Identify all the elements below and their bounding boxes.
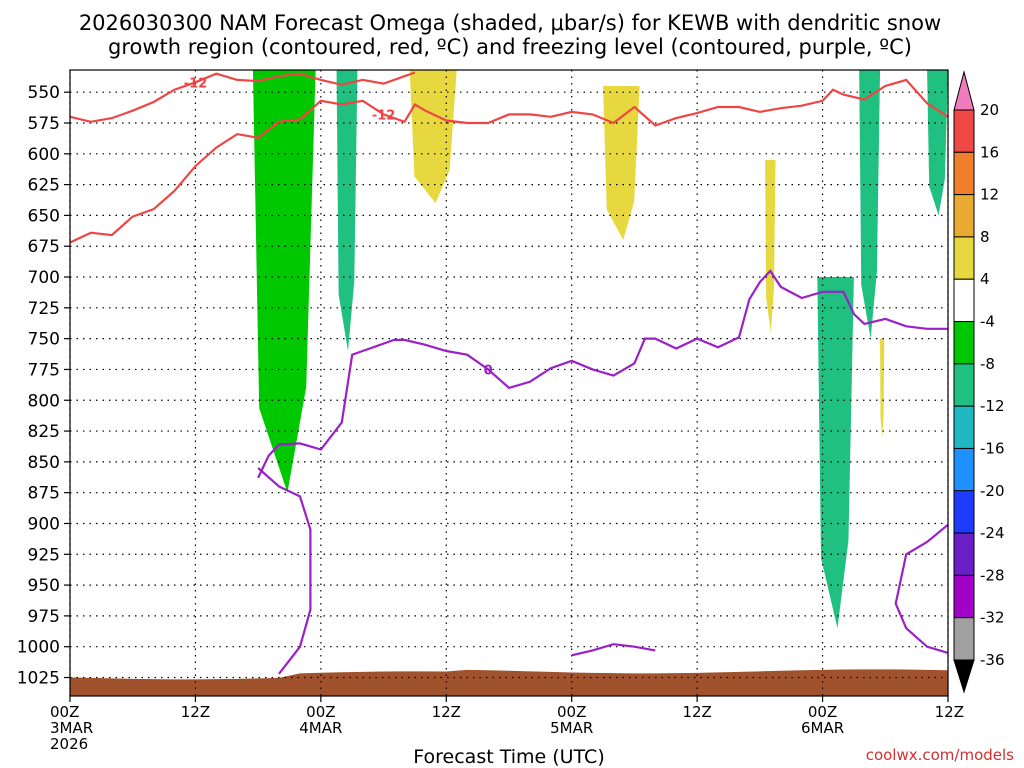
omega-region-ascent-2 [336,70,358,351]
colorbar-swatch [953,447,975,492]
y-axis: 550 575 600 625 650 675 700 725 750 775 800 825 850 8… [17,83,70,689]
colorbar-tick-label: -4 [980,313,995,331]
colorbar-swatch [953,532,975,576]
y-tick-label: 800 [28,391,60,411]
colorbar-swatch [953,194,975,238]
terrain [70,669,948,696]
plot-area: -12 -12 0 [69,69,949,697]
y-tick-label: 675 [28,237,60,257]
x-tick-label: 00Z [50,703,79,721]
y-tick-label: 825 [28,422,60,442]
y-tick-label: 600 [28,145,60,165]
colorbar-swatch [953,151,975,196]
colorbar-tick-label: -16 [980,439,1005,457]
x-tick-label: 12Z [432,703,461,721]
chart-title-line1: 2026030300 NAM Forecast Omega (shaded, μ… [79,11,941,35]
colorbar-tick-label: 12 [980,186,999,204]
x-tick-label: 5MAR [550,719,593,737]
y-tick-label: 550 [28,83,60,103]
x-tick-label: 00Z [557,703,586,721]
y-tick-label: 700 [28,268,60,288]
y-tick-label: 950 [28,576,60,596]
colorbar-swatch [953,574,975,619]
colorbar-tick-label: 20 [980,101,999,119]
y-tick-label: 725 [28,299,60,319]
colorbar-tick-label: -20 [980,482,1005,500]
colorbar-swatch [953,617,975,661]
colorbar-swatch [953,363,975,407]
contour-label-0: -12 [184,76,208,91]
colorbar: 20 16 12 8 4 -4 -8 -12 -16 -20 -24 -28 -32 -36 [953,70,1005,694]
colorbar-tick-label: 8 [980,228,990,246]
terrain-fill [70,669,948,696]
contour-label-1: -12 [372,108,396,123]
chart-title-line2: growth region (contoured, red, ºC) and f… [108,35,912,59]
y-tick-label: 625 [28,176,60,196]
omega-region-descent-4 [880,338,885,438]
omega-region-ascent-3 [817,277,854,629]
contour-line-5 [894,523,949,654]
colorbar-swatch [953,236,975,280]
omega-region-ascent-1 [252,70,316,493]
y-tick-label: 575 [28,114,60,134]
x-axis-label: Forecast Time (UTC) [413,746,604,768]
colorbar-top-arrow [953,70,975,111]
omega-region-ascent-5 [927,70,948,216]
colorbar-swatch [953,405,975,449]
y-tick-label: 775 [28,360,60,380]
gridlines [69,70,949,696]
omega-region-descent-1 [409,70,457,204]
plot-frame [69,69,949,697]
y-tick-label: 750 [28,330,60,350]
y-tick-label: 1000 [17,638,60,658]
x-tick-label: 00Z [306,703,335,721]
y-tick-label: 900 [28,514,60,534]
colorbar-tick-label: -28 [980,566,1005,584]
contour-line-1 [69,78,949,244]
omega-shading [252,70,948,629]
y-tick-label: 925 [28,545,60,565]
x-tick-label: 6MAR [801,719,844,737]
contour-label-2: 0 [484,363,493,378]
omega-region-ascent-4 [859,70,881,339]
colorbar-tick-label: -36 [980,651,1005,669]
x-tick-label: 00Z [808,703,837,721]
x-tick-label: 3MAR [50,719,93,737]
y-tick-label: 850 [28,453,60,473]
contour-line-4 [571,643,656,657]
colorbar-tick-label: 16 [980,143,999,161]
y-tick-label: 1025 [17,669,60,689]
contour-line-2 [257,269,948,479]
colorbar-swatch [953,490,975,534]
colorbar-tick-label: 4 [980,270,990,288]
colorbar-tick-label: -12 [980,397,1005,415]
colorbar-tick-label: -24 [980,524,1005,542]
contours: -12 -12 0 [69,71,949,675]
y-tick-label: 975 [28,607,60,627]
x-tick-label: 12Z [682,703,711,721]
colorbar-swatch [953,278,975,323]
y-tick-label: 875 [28,484,60,504]
colorbar-tick-label: -8 [980,355,995,373]
contour-line-0 [69,71,416,123]
x-tick-label: 4MAR [299,719,342,737]
colorbar-bottom-arrow [953,659,975,694]
x-tick-label: 12Z [935,703,964,721]
omega-region-descent-2 [603,86,640,241]
x-tick-label: 12Z [181,703,210,721]
credit-text: coolwx.com/models [866,746,1014,764]
colorbar-swatch [953,321,975,365]
omega-region-descent-3 [765,159,776,333]
colorbar-swatch [953,109,975,153]
contour-line-3 [257,467,312,675]
x-tick-label: 2026 [50,735,88,753]
colorbar-tick-label: -32 [980,609,1005,627]
y-tick-label: 650 [28,206,60,226]
